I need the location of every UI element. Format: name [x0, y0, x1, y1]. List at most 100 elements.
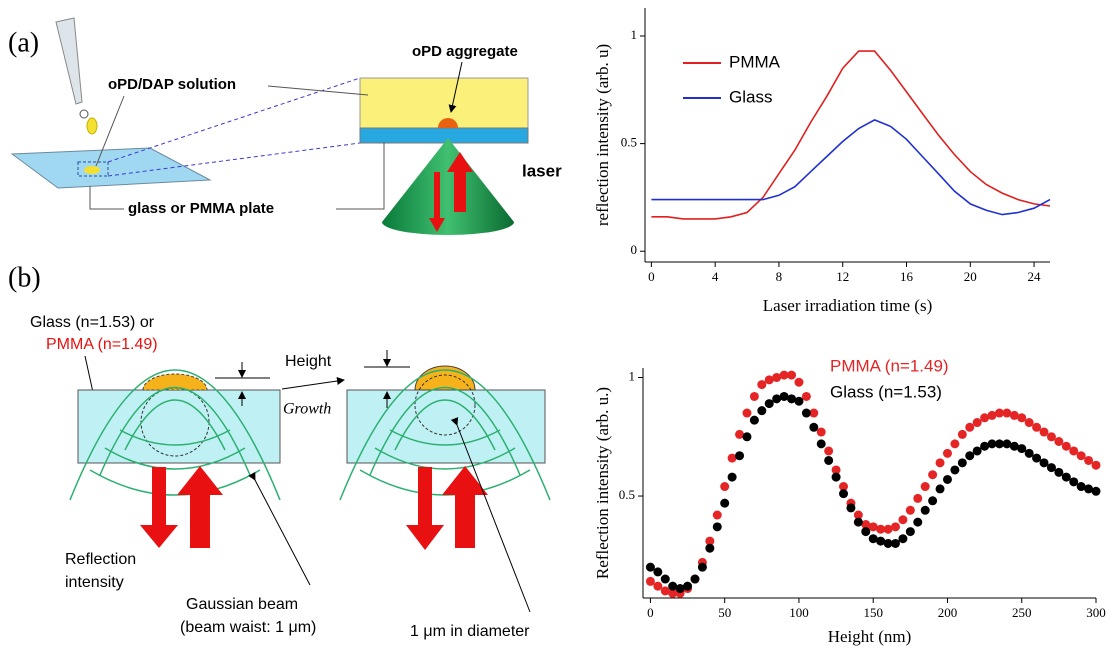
point	[943, 475, 952, 484]
substrate-layer	[360, 128, 528, 143]
point	[705, 544, 714, 553]
point	[646, 577, 655, 586]
point	[1077, 451, 1086, 460]
point	[742, 432, 751, 441]
point	[690, 575, 699, 584]
point	[898, 515, 907, 524]
label: laser	[522, 161, 562, 180]
label: oPD aggregate	[412, 43, 518, 60]
point	[854, 518, 863, 527]
x-axis-label: Laser irradiation time (s)	[763, 296, 932, 315]
point	[787, 371, 796, 380]
point	[735, 451, 744, 460]
y-tick-label: 1	[631, 27, 638, 42]
point	[943, 449, 952, 458]
sample-2	[340, 350, 550, 550]
point	[965, 423, 974, 432]
point	[1054, 468, 1063, 477]
label: intensity	[65, 574, 124, 591]
sample-1	[70, 362, 280, 548]
point	[1047, 432, 1056, 441]
legend-label: Glass (n=1.53)	[830, 382, 942, 401]
point	[913, 494, 922, 503]
point	[1062, 473, 1071, 482]
legend-label: Glass	[729, 87, 772, 106]
point	[921, 506, 930, 515]
label: PMMA (n=1.49)	[46, 336, 158, 353]
legend-label: PMMA	[729, 52, 781, 71]
x-tick-label: 0	[647, 605, 654, 620]
point	[661, 575, 670, 584]
pointer	[268, 86, 368, 95]
point	[713, 522, 722, 531]
label: (beam waist: 1 μm)	[180, 619, 316, 636]
point	[958, 458, 967, 467]
point	[846, 503, 855, 512]
point	[728, 473, 737, 482]
point	[1092, 461, 1101, 470]
point	[1032, 454, 1041, 463]
point	[653, 567, 662, 576]
x-tick-label: 12	[836, 269, 849, 284]
label: oPD/DAP solution	[108, 76, 236, 93]
point	[713, 511, 722, 520]
point	[928, 470, 937, 479]
point	[757, 406, 766, 415]
y-tick-label: 0.5	[621, 135, 637, 150]
point	[973, 446, 982, 455]
point	[809, 423, 818, 432]
label: Glass (n=1.53) or	[30, 314, 155, 331]
point	[698, 563, 707, 572]
point	[1017, 413, 1026, 422]
point	[1084, 456, 1093, 465]
point	[906, 527, 915, 536]
label: Growth	[283, 401, 331, 418]
x-tick-label: 8	[776, 269, 783, 284]
x-tick-label: 300	[1086, 605, 1106, 620]
point	[824, 446, 833, 455]
spot	[84, 166, 100, 174]
y-tick-label: 0	[631, 242, 638, 257]
point	[928, 496, 937, 505]
pointer	[255, 480, 310, 585]
point	[757, 380, 766, 389]
point	[1054, 437, 1063, 446]
point	[750, 416, 759, 425]
panel-label: (a)	[8, 27, 39, 58]
point	[653, 582, 662, 591]
label: Reflection	[65, 551, 136, 568]
y-axis-label: Reflection intensity (arb. u.)	[593, 387, 612, 579]
point	[950, 439, 959, 448]
point	[794, 378, 803, 387]
point	[720, 482, 729, 491]
x-tick-label: 4	[712, 269, 719, 284]
point	[1092, 487, 1101, 496]
y-axis-label: reflection intensity (arb. u)	[593, 44, 612, 226]
pointer	[282, 380, 344, 389]
point	[839, 489, 848, 498]
point	[802, 392, 811, 401]
point	[913, 518, 922, 527]
pipette	[56, 18, 97, 134]
panel-label: (b)	[8, 262, 41, 293]
x-tick-label: 20	[964, 269, 977, 284]
x-tick-label: 150	[863, 605, 883, 620]
plate	[12, 148, 210, 188]
point	[802, 409, 811, 418]
x-tick-label: 250	[1012, 605, 1032, 620]
x-tick-label: 24	[1028, 269, 1042, 284]
point	[646, 563, 655, 572]
point	[1025, 449, 1034, 458]
x-tick-label: 50	[718, 605, 731, 620]
legend-label: PMMA (n=1.49)	[830, 356, 949, 375]
x-tick-label: 16	[900, 269, 914, 284]
x-tick-label: 0	[648, 269, 655, 284]
label: Gaussian beam	[186, 596, 298, 613]
point	[1062, 442, 1071, 451]
label: Height	[285, 353, 332, 370]
y-tick-label: 0.5	[619, 487, 635, 502]
point	[921, 482, 930, 491]
point	[742, 409, 751, 418]
point	[1040, 458, 1049, 467]
point	[1069, 477, 1078, 486]
